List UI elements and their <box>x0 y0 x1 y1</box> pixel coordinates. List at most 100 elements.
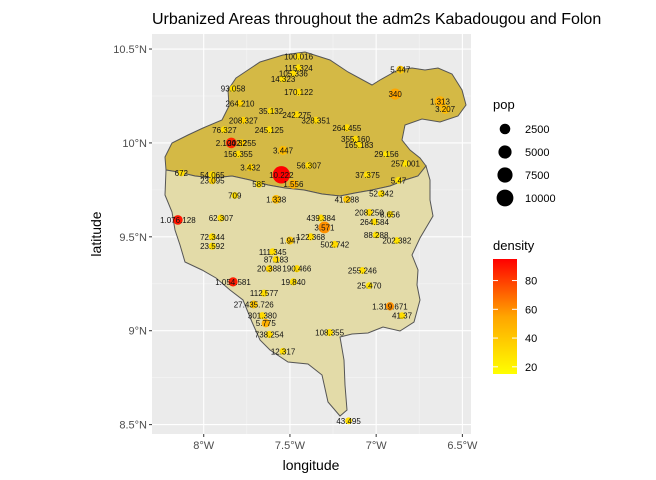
urban-area-label: 88.288 <box>364 231 389 240</box>
urban-area-point <box>331 240 339 248</box>
urban-area-label: 23.095 <box>200 176 225 185</box>
y-tick-label: 10°N <box>122 138 147 150</box>
urban-area-point <box>258 312 266 320</box>
urban-area-label: 165.183 <box>344 141 373 150</box>
urban-area-label: 1.947 <box>280 237 301 246</box>
urban-area-point <box>285 236 294 245</box>
y-tick-label: 10.5°N <box>113 44 147 56</box>
urban-area-label: 115.324 <box>284 64 313 73</box>
x-tick-label: 8°W <box>193 440 215 452</box>
urban-area-point <box>355 141 363 149</box>
urban-area-label: 1.338 <box>266 195 287 204</box>
legend-pop-label: 7500 <box>525 170 549 182</box>
urban-area-label: 87.183 <box>264 255 289 264</box>
y-tick-label: 8.5°N <box>119 420 147 432</box>
urban-area-point <box>395 177 403 184</box>
urban-area-point <box>177 169 185 177</box>
legend-density-label: 40 <box>525 333 537 345</box>
urban-area-points <box>173 53 450 425</box>
x-axis-ticks: 8°W 7.5°W 7°W 6.5°W <box>193 434 478 452</box>
urban-area-point <box>217 214 225 222</box>
urban-area-point <box>271 194 281 204</box>
urban-area-point <box>358 267 366 275</box>
y-tick-label: 9.5°N <box>119 232 147 244</box>
urban-area-point <box>312 116 320 124</box>
urban-area-point <box>385 302 395 311</box>
urban-area-point <box>269 248 277 256</box>
urban-area-label: 56.307 <box>297 161 322 170</box>
legend-pop-key <box>496 189 514 207</box>
urban-area-point <box>234 150 242 158</box>
urban-area-label: 242.275 <box>282 111 311 120</box>
urban-area-point <box>208 233 216 241</box>
urban-area-label: 41.37 <box>392 312 413 321</box>
urban-area-label: 156.355 <box>224 150 253 159</box>
urban-area-label: 23.592 <box>200 242 225 251</box>
x-tick-label: 7.5°W <box>275 440 306 452</box>
urban-area-point <box>246 163 255 172</box>
urban-area-point <box>294 88 303 96</box>
urban-area-label: 111.345 <box>259 248 287 257</box>
urban-area-label: 25.470 <box>357 282 382 291</box>
legend-density-title: density <box>493 238 535 253</box>
urban-area-label: 738.254 <box>255 330 284 339</box>
urban-area-label: 72.344 <box>200 233 225 242</box>
legend-pop-label: 10000 <box>525 193 556 205</box>
y-axis-title: latitude <box>88 211 104 256</box>
urban-area-point <box>370 218 378 226</box>
urban-area-label: 1.556 <box>283 180 304 189</box>
urban-area-point <box>231 192 239 199</box>
urban-area-point <box>228 277 238 287</box>
urban-area-point <box>345 417 353 425</box>
urban-area-point <box>326 329 334 337</box>
urban-area-point <box>278 145 288 156</box>
urban-area-point <box>272 166 291 184</box>
urban-area-point <box>249 300 258 309</box>
urban-area-label: 100.016 <box>284 53 313 62</box>
urban-area-point <box>279 75 287 83</box>
legend-pop: pop 2500 5000 7500 10000 <box>493 97 556 207</box>
urban-area-point <box>220 126 229 134</box>
urban-area-label: 3.432 <box>240 163 261 172</box>
legend-density-label: 80 <box>525 276 537 288</box>
urban-area-point <box>318 221 331 234</box>
urban-area-point <box>265 126 273 134</box>
urban-area-point <box>226 137 237 149</box>
x-axis-title: longitude <box>283 457 340 473</box>
urban-area-label: 1.319.671 <box>372 302 408 311</box>
urban-area-label: 41.288 <box>335 195 360 204</box>
urban-area-point <box>279 347 287 355</box>
urban-area-point <box>208 176 217 185</box>
urban-area-point <box>289 278 297 286</box>
urban-area-label: 12.317 <box>271 347 296 356</box>
urban-area-point <box>307 233 315 241</box>
urban-area-label: 672 <box>175 169 189 178</box>
urban-area-point <box>386 210 394 218</box>
urban-area-label: 5.47 <box>391 176 407 185</box>
urban-area-label: 108.355 <box>315 329 344 338</box>
urban-area-point <box>365 282 373 290</box>
urban-area-label: 190.466 <box>282 265 311 274</box>
legend-pop-label: 5000 <box>525 147 549 159</box>
urban-area-point <box>393 237 401 245</box>
urban-area-label: 340 <box>388 90 402 99</box>
urban-area-label: 245.125 <box>255 126 284 135</box>
urban-area-point <box>383 150 390 158</box>
urban-area-label: 439.384 <box>307 214 336 223</box>
urban-area-point <box>317 214 325 222</box>
urban-area-point <box>365 208 373 216</box>
urban-area-label: 328.351 <box>301 116 330 125</box>
urban-area-label: 502.742 <box>320 240 349 249</box>
urban-area-point <box>265 265 273 273</box>
density-colorbar <box>493 259 517 374</box>
urban-area-label: 585 <box>252 180 266 189</box>
legend-pop-key <box>499 123 511 135</box>
region-south <box>164 164 434 417</box>
urban-area-label: 10.222 <box>269 171 294 180</box>
urban-area-point <box>293 111 301 119</box>
urban-area-label: 264.584 <box>360 218 389 227</box>
urban-area-label: 52.342 <box>369 190 394 199</box>
urban-area-point <box>343 195 351 203</box>
